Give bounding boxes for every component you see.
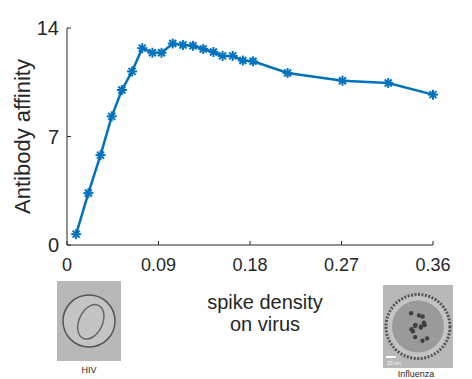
data-point <box>147 48 157 58</box>
data-point <box>83 188 93 198</box>
chart-root: 0 7 14 0 0.09 0.18 0.27 0.36 Antibody affinity sp… <box>0 0 472 379</box>
x-tick-label: 0.18 <box>232 255 267 275</box>
data-point <box>157 48 167 58</box>
image-caption: Influenza <box>398 369 435 379</box>
plot-area <box>71 39 438 240</box>
x-tick-label: 0.09 <box>141 255 176 275</box>
data-point <box>383 78 393 88</box>
data-point <box>137 43 147 53</box>
image-caption: HIV <box>81 365 96 375</box>
data-point <box>283 68 293 78</box>
y-tick-label: 7 <box>48 126 59 148</box>
data-point <box>168 39 178 49</box>
x-tick-label: 0.36 <box>415 255 450 275</box>
x-tick <box>250 241 251 245</box>
data-point <box>248 56 258 66</box>
data-point <box>228 51 238 61</box>
x-tick <box>341 241 342 245</box>
y-tick-label: 14 <box>37 17 59 39</box>
data-point <box>198 44 208 54</box>
data-point <box>117 85 127 95</box>
x-axis-label: spike densityon virus <box>207 291 323 335</box>
data-point <box>208 47 218 57</box>
data-point <box>428 90 438 100</box>
data-point <box>338 76 348 86</box>
chart-svg: 0 7 14 0 0.09 0.18 0.27 0.36 Antibody affinity sp… <box>0 0 472 379</box>
data-point <box>96 150 106 160</box>
data-point <box>71 229 81 239</box>
data-point <box>238 56 248 66</box>
y-tick-label: 0 <box>48 234 59 256</box>
micrograph <box>57 281 121 361</box>
data-point <box>178 40 188 50</box>
data-point <box>188 41 198 51</box>
data-point <box>107 111 117 121</box>
data-line <box>76 44 433 235</box>
x-tick <box>433 241 434 245</box>
y-tick <box>67 245 71 246</box>
scale-bar-label: 20 nm <box>387 360 401 366</box>
data-point <box>127 66 137 76</box>
y-axis-label: Antibody affinity <box>10 59 35 214</box>
x-tick <box>67 241 68 245</box>
y-tick <box>67 28 71 29</box>
micrograph <box>383 285 453 368</box>
y-tick <box>67 136 71 137</box>
x-tick <box>158 241 159 245</box>
data-point <box>218 51 228 61</box>
x-tick-label: 0.27 <box>324 255 359 275</box>
x-tick-label: 0 <box>62 255 72 275</box>
